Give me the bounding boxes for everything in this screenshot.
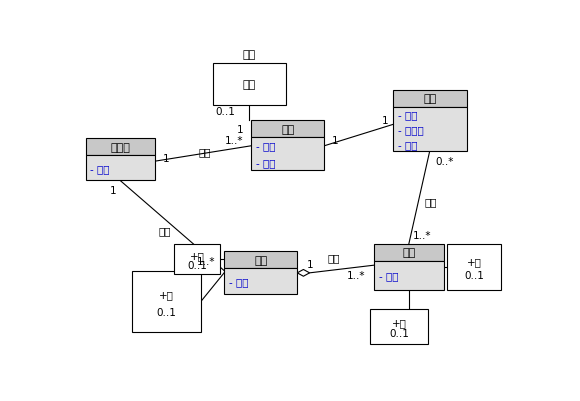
- Text: 使う: 使う: [425, 197, 437, 207]
- Text: 1: 1: [382, 116, 388, 126]
- Bar: [393, 90, 467, 107]
- Bar: [85, 139, 155, 156]
- Text: - 皿数: - 皿数: [90, 163, 110, 173]
- Bar: [393, 107, 467, 152]
- Text: 0..1: 0..1: [157, 308, 176, 318]
- Text: - 単位: - 単位: [256, 158, 275, 168]
- Bar: [174, 244, 220, 275]
- Text: 工程: 工程: [254, 255, 267, 265]
- Text: 0..*: 0..*: [436, 157, 454, 167]
- Text: 0..1: 0..1: [465, 270, 484, 280]
- Bar: [371, 309, 428, 344]
- Text: 1: 1: [237, 125, 244, 134]
- Text: 材料: 材料: [423, 94, 437, 104]
- Text: 1..*: 1..*: [225, 135, 244, 145]
- Text: 1..*: 1..*: [197, 257, 215, 267]
- Text: 1: 1: [162, 154, 169, 164]
- Text: 1: 1: [110, 185, 117, 195]
- Polygon shape: [297, 270, 310, 277]
- Text: - 名前: - 名前: [398, 110, 418, 119]
- Text: 別名: 別名: [242, 50, 256, 60]
- Text: +次: +次: [392, 318, 407, 327]
- Text: 0..1: 0..1: [216, 107, 235, 117]
- Text: 持つ: 持つ: [328, 253, 340, 263]
- Text: 1: 1: [306, 260, 313, 270]
- Bar: [132, 271, 201, 332]
- Bar: [85, 156, 155, 181]
- Text: - 大きさ: - 大きさ: [398, 125, 424, 134]
- Text: 0..1: 0..1: [187, 260, 207, 270]
- Bar: [212, 63, 286, 106]
- Bar: [251, 138, 324, 171]
- Text: - 種類: - 種類: [398, 140, 418, 150]
- Text: 1: 1: [332, 135, 339, 145]
- Text: - 番号: - 番号: [229, 276, 248, 286]
- Text: レシピ: レシピ: [110, 142, 130, 152]
- Text: 持つ: 持つ: [159, 226, 171, 236]
- Text: +次: +次: [190, 251, 205, 261]
- Bar: [447, 244, 501, 290]
- Bar: [224, 252, 297, 269]
- Bar: [374, 261, 444, 290]
- Bar: [224, 269, 297, 294]
- Text: +前: +前: [467, 257, 482, 267]
- Text: 使う: 使う: [198, 147, 211, 157]
- Text: - 作業: - 作業: [379, 271, 398, 280]
- Text: 1..*: 1..*: [413, 231, 432, 241]
- Bar: [251, 121, 324, 138]
- Text: +前: +前: [159, 289, 174, 299]
- Text: 手順: 手順: [403, 247, 415, 257]
- Text: 分量: 分量: [281, 125, 294, 134]
- Text: - 数量: - 数量: [256, 141, 275, 151]
- Text: 1..*: 1..*: [346, 271, 365, 280]
- Text: 0..1: 0..1: [389, 328, 409, 338]
- Text: 別名: 別名: [242, 80, 256, 89]
- Bar: [374, 244, 444, 261]
